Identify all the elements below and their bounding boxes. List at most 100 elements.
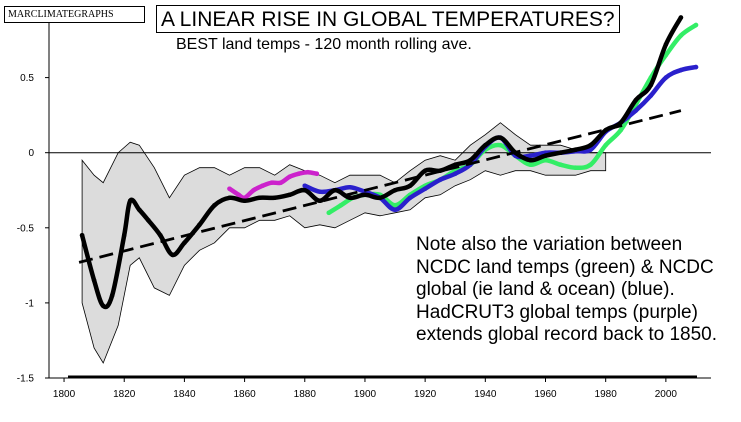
series-best-land-point	[332, 187, 338, 193]
x-tick-label: 2000	[655, 389, 678, 400]
series-ncdc-land-temps-point	[678, 33, 684, 38]
series-ncdc-land-temps-point	[588, 162, 593, 168]
series-ncdc-land-temps-point	[573, 165, 578, 171]
series-best-land-point	[377, 195, 383, 201]
series-best-land-point	[287, 192, 293, 198]
series-best-land-point	[603, 127, 608, 133]
series-ncdc-global-point	[347, 184, 353, 190]
series-hadcrut3-global-temps-point	[314, 171, 320, 177]
x-tick-label: 1840	[173, 389, 196, 400]
series-best-land-point	[407, 183, 413, 189]
series-best-land-point	[498, 135, 503, 140]
uncertainty-band	[81, 122, 607, 364]
x-tick-label: 1820	[113, 389, 136, 400]
series-best-land-point	[170, 252, 175, 258]
series-best-land-point	[242, 198, 247, 204]
series-ncdc-land-temps-point	[663, 52, 669, 58]
brand-label: MARCLIMATEGRAPHS	[4, 6, 145, 23]
series-ncdc-global-point	[407, 195, 413, 201]
series-best-land-point	[573, 147, 578, 152]
series-ncdc-global-point	[422, 186, 428, 192]
series-ncdc-global-point	[663, 75, 669, 80]
series-best-land-point	[79, 233, 85, 238]
series-hadcrut3-global-temps-point	[269, 180, 274, 186]
series-best-land-point	[127, 198, 133, 204]
y-tick-label: -0.5	[17, 223, 35, 234]
y-tick-label: 0.5	[20, 73, 34, 84]
series-best-land-point	[558, 150, 563, 155]
series-ncdc-global-point	[588, 147, 593, 152]
series-best-land-point	[302, 187, 308, 193]
series-hadcrut3-global-temps-point	[227, 186, 232, 192]
series-ncdc-global-point	[317, 189, 323, 195]
y-tick-label: -1.5	[17, 374, 35, 385]
x-tick-label: 1940	[474, 389, 497, 400]
series-best-land-point	[257, 195, 262, 201]
series-ncdc-global-point	[693, 64, 699, 70]
series-ncdc-land-temps-point	[498, 142, 503, 148]
series-ncdc-global-point	[678, 67, 684, 73]
series-layer	[79, 15, 699, 310]
series-best-land-point	[121, 233, 127, 238]
series-best-land-point	[197, 222, 202, 228]
series-best-land-point	[136, 207, 142, 213]
series-best-land-point	[618, 120, 624, 125]
series-best-land-point	[212, 202, 217, 208]
series-best-land-point	[347, 195, 353, 201]
series-best-land-point	[91, 278, 97, 283]
series-ncdc-global-point	[648, 93, 654, 98]
series-best-land-point	[588, 142, 593, 148]
x-tick-label: 1800	[53, 389, 76, 400]
series-ncdc-land-temps-point	[543, 157, 548, 163]
series-ncdc-land-temps-point	[528, 162, 533, 168]
series-ncdc-land-temps-point	[618, 127, 624, 133]
series-best-land-point	[483, 142, 488, 148]
x-tick-label: 1920	[414, 389, 437, 400]
series-best-land-point	[227, 195, 232, 201]
series-hadcrut3-global-temps-point	[287, 174, 293, 180]
series-hadcrut3-global-temps-point	[305, 169, 311, 175]
series-best-land-point	[663, 42, 669, 47]
series-best-land-point	[467, 157, 473, 163]
series-best-land-point	[392, 187, 398, 193]
series-hadcrut3-global-temps-point	[278, 180, 284, 186]
series-best-land-point	[362, 192, 368, 198]
series-best-land-point	[437, 168, 443, 174]
series-best-land-point	[422, 168, 428, 174]
series-best-land-point	[543, 153, 548, 158]
series-ncdc-global-point	[633, 108, 639, 113]
trend-layer	[78, 109, 682, 264]
series-best-land-point	[182, 240, 187, 246]
series-best-land-point	[317, 198, 323, 204]
series-ncdc-global-point	[437, 177, 443, 183]
series-ncdc-land-temps-point	[338, 202, 344, 208]
x-tick-label: 1860	[233, 389, 256, 400]
series-best-land-point	[158, 233, 163, 238]
annotation-note: Note also the variation between NCDC lan…	[416, 234, 718, 345]
y-tick-label: 0	[28, 148, 34, 159]
series-ncdc-land-temps-point	[392, 202, 398, 208]
series-hadcrut3-global-temps-point	[260, 183, 265, 189]
series-ncdc-land-temps-point	[326, 210, 332, 216]
tick-labels: 0.5 0 -0.5 -1 -1.5 1800 1820 1840 1860 1880 1900 19…	[17, 73, 678, 400]
x-tick-label: 1880	[294, 389, 317, 400]
series-hadcrut3-global-temps-point	[251, 187, 256, 193]
series-ncdc-land-temps-point	[558, 162, 563, 168]
linear-trend-line	[78, 109, 682, 264]
series-ncdc-land-temps-point	[693, 22, 699, 28]
chart-title: A LINEAR RISE IN GLOBAL TEMPERATURES?	[156, 5, 620, 33]
uncertainty-band-layer	[81, 122, 607, 364]
series-best-land-point	[109, 293, 115, 298]
x-tick-label: 1900	[354, 389, 377, 400]
x-tick-label: 1980	[595, 389, 618, 400]
series-ncdc-land-temps-point	[603, 142, 608, 148]
series-best-land-point	[528, 157, 533, 163]
x-tick-label: 1960	[534, 389, 557, 400]
series-hadcrut3-global-temps-point	[296, 171, 302, 177]
series-ncdc-global-point	[528, 153, 533, 158]
series-best-land-point	[648, 82, 654, 88]
series-best-land-point	[633, 97, 639, 103]
series-best-land-point	[100, 303, 106, 309]
series-ncdc-global-point	[452, 171, 458, 177]
